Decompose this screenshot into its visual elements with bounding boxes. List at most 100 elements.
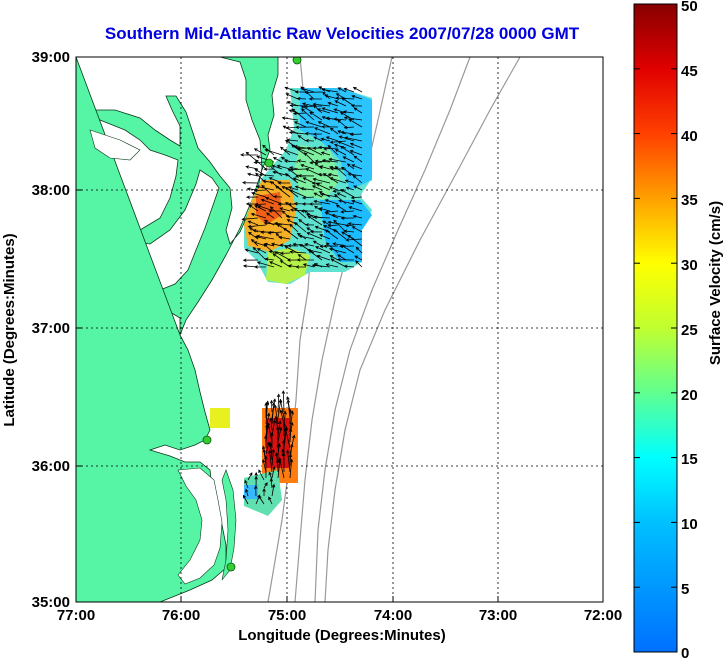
current-vector [270,242,283,247]
current-vector [270,432,274,449]
current-vector [274,251,291,261]
colorbar-tick-label: 40 [681,128,698,145]
current-vector [252,246,267,261]
current-vector [309,202,323,206]
current-vector [300,105,315,114]
current-vector [353,155,363,163]
current-vector [349,132,363,137]
current-vector [268,449,273,473]
station-marker [292,57,302,65]
current-vector [333,219,347,233]
current-vector [309,160,323,165]
current-vector [276,443,281,461]
current-vector [338,199,355,205]
current-vector [286,138,299,142]
current-vector [261,184,275,198]
current-vector [271,448,275,467]
current-vector [281,116,299,121]
current-vector [251,191,267,198]
current-vector [341,97,355,107]
current-vector [268,471,273,481]
current-vector [304,131,315,136]
current-vector [282,452,286,473]
current-vector [329,127,339,135]
current-vector [289,166,299,170]
current-vector [297,135,307,142]
current-vector [247,220,259,226]
current-vector [287,168,299,177]
current-vector [352,175,363,184]
current-vector [344,179,355,184]
current-vector [287,244,299,248]
current-vector [343,87,355,93]
current-vector [286,449,291,473]
current-vector [256,261,275,268]
current-vector [271,465,276,479]
x-tick-labels: 77:00 76:00 75:00 74:00 73:00 72:00 [57,607,622,624]
current-vector [295,125,315,130]
current-vector [321,158,339,163]
current-vector [305,223,315,227]
y-tick-label: 39:00 [32,49,70,66]
current-vector [271,483,276,497]
current-vector [302,263,315,268]
current-vector [312,240,323,247]
current-vector [348,206,363,212]
current-vector [314,162,323,170]
current-vector [298,243,315,254]
current-vector [302,195,315,200]
current-vector [323,244,339,248]
land-mainland [76,57,279,336]
current-vector [318,145,331,150]
current-vector [296,96,307,101]
current-vector [311,263,331,268]
current-vector [268,441,273,461]
current-vector [275,185,291,198]
current-vector [254,485,258,497]
current-vector [289,223,299,233]
current-vector [351,199,363,205]
current-vector [243,494,249,505]
current-vector [352,214,363,219]
current-vector [284,173,299,184]
current-vector [340,210,355,214]
current-vector [309,111,323,121]
colorbar-tick-label: 20 [681,387,698,404]
current-vector [254,265,267,269]
current-vector [245,488,249,497]
current-vector [325,263,339,268]
current-vector [316,108,331,114]
current-vector [273,404,279,425]
current-vector [295,265,307,269]
current-vector [247,472,253,481]
current-vector [333,117,347,121]
current-vector [241,217,259,221]
current-vector [296,258,315,262]
current-vector [252,229,267,233]
current-vector [308,250,323,261]
current-vector [324,229,339,240]
plot-area [76,57,603,602]
barrier-island [221,469,237,581]
current-vector [343,264,355,269]
current-vector [242,181,259,185]
current-vector [334,100,347,107]
current-vector [311,181,323,185]
plot-frame [75,56,604,603]
current-vector [300,86,315,100]
current-vector [293,145,307,149]
current-vector [316,254,331,261]
colorbar [633,3,678,653]
current-vector [279,207,291,212]
current-vector [298,218,307,226]
current-vector [262,488,266,497]
current-vector [313,136,323,142]
current-vector [264,455,268,479]
current-vector [328,157,347,163]
current-vector [342,156,355,163]
current-vector [314,246,331,254]
current-vector [335,204,347,212]
axis-tick-marks [75,56,604,603]
x-tick-label: 75:00 [268,607,306,624]
current-vector [266,422,273,443]
